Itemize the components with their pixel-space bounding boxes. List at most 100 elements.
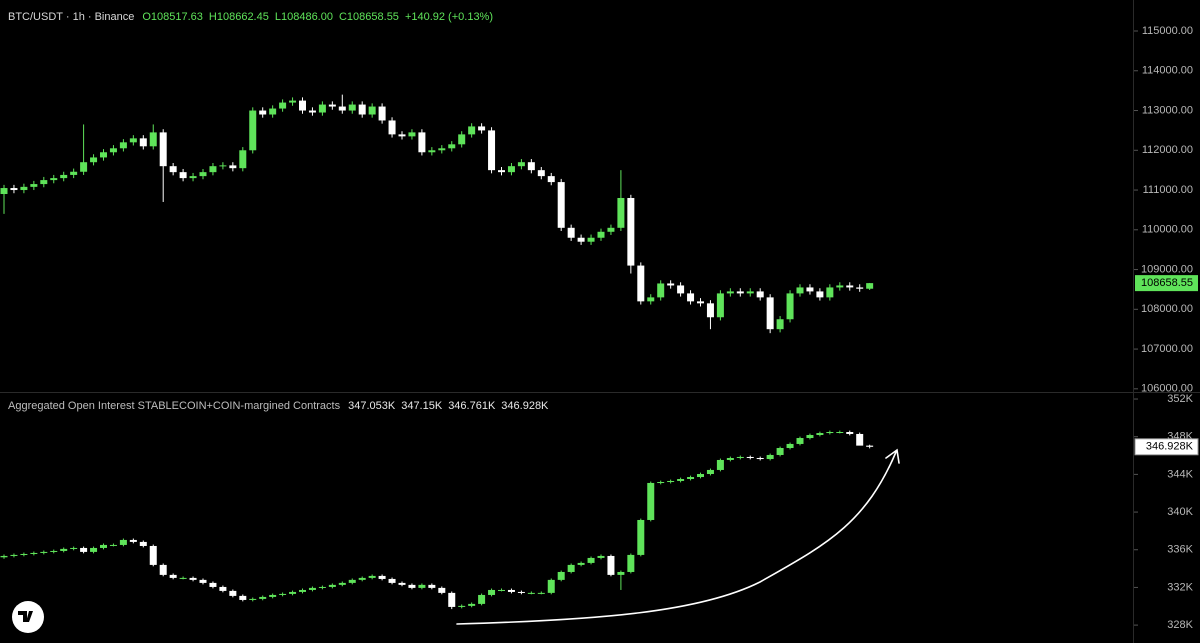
candle-body <box>507 166 515 173</box>
candle-body <box>328 104 336 107</box>
candle-body <box>647 297 655 302</box>
candle-body <box>677 285 685 294</box>
candle-body <box>368 106 376 115</box>
y-tick-label: 344K <box>1167 468 1193 480</box>
candle-body <box>776 448 784 455</box>
candle-body <box>806 287 814 292</box>
y-tick-label: 352K <box>1167 393 1193 405</box>
candle-body <box>388 578 396 583</box>
candle-body <box>358 577 366 580</box>
candle-body <box>816 433 824 436</box>
candle-body <box>657 482 665 484</box>
candle-body <box>249 598 257 600</box>
candle-body <box>219 165 227 167</box>
candle-body <box>30 552 38 554</box>
candle-body <box>766 454 774 460</box>
candle-body <box>756 457 764 460</box>
candle-body <box>498 170 505 173</box>
candle-body <box>408 584 416 588</box>
candle-body <box>338 582 346 585</box>
y-tick-label: 332K <box>1167 581 1193 593</box>
candle-body <box>0 555 8 558</box>
candle-body <box>209 582 217 587</box>
candle-body <box>408 132 416 137</box>
candle-body <box>547 176 555 183</box>
candle-body <box>40 551 48 553</box>
candle-body <box>219 586 227 591</box>
candle-body <box>647 482 655 520</box>
candle-body <box>488 589 496 595</box>
candle-body <box>806 435 814 439</box>
candle-body <box>159 564 167 575</box>
candle-body <box>229 165 237 169</box>
candle-body <box>716 293 724 318</box>
candle-body <box>239 150 247 169</box>
candle-body <box>100 544 107 548</box>
candle-body <box>637 265 645 302</box>
legend-value: 346.761K <box>448 400 496 412</box>
candle-body <box>119 539 127 545</box>
candle-body <box>348 104 356 111</box>
candle-body <box>418 132 426 153</box>
candle-body <box>687 293 695 302</box>
candle-body <box>448 592 456 607</box>
pane-title: BTC/USDT · 1h · Binance <box>8 11 134 23</box>
candle-body <box>557 182 565 228</box>
legend-value: C108658.55 <box>339 11 399 23</box>
candle-body <box>40 180 48 185</box>
candle-body <box>726 457 734 460</box>
candle-body <box>20 553 28 555</box>
legend-value: L108486.00 <box>275 11 333 23</box>
legend-value: 347.15K <box>401 400 443 412</box>
candle-body <box>706 469 714 475</box>
candle-body <box>269 594 277 597</box>
candle-body <box>318 104 326 113</box>
candle-body <box>597 231 605 238</box>
candle-body <box>756 291 764 298</box>
candle-body <box>537 170 545 177</box>
candle-body <box>378 575 386 579</box>
tv-logo <box>12 601 44 633</box>
candle-body <box>328 584 336 587</box>
candle-body <box>766 297 774 330</box>
candle-body <box>80 162 88 172</box>
candle-body <box>348 579 356 583</box>
candle-body <box>169 574 177 578</box>
candle-body <box>279 102 287 109</box>
candle-body <box>159 132 167 167</box>
candle-body <box>60 548 68 551</box>
candle-body <box>318 586 326 588</box>
candle-body <box>209 166 217 173</box>
candle-body <box>746 456 754 458</box>
candle-body <box>607 227 615 232</box>
candle-body <box>438 148 446 151</box>
candle-body <box>736 456 744 458</box>
candle-body <box>697 474 704 478</box>
candle-body <box>657 283 665 298</box>
candle-body <box>617 197 625 228</box>
candle-body <box>607 555 615 575</box>
candle-body <box>567 564 575 572</box>
y-tick-label: 111000.00 <box>1143 184 1193 196</box>
candle-body <box>299 589 306 592</box>
legend-value: H108662.45 <box>209 11 269 23</box>
candle-body <box>438 587 446 593</box>
y-tick-label: 115000.00 <box>1142 25 1193 37</box>
candle-body <box>736 291 744 294</box>
y-tick-label: 107000.00 <box>1141 343 1193 355</box>
y-tick-label: 106000.00 <box>1141 383 1193 395</box>
y-tick-label: 340K <box>1167 506 1193 518</box>
candle-body <box>0 188 8 195</box>
y-tick-label: 328K <box>1167 619 1193 631</box>
candle-body <box>856 287 864 289</box>
candle-body <box>866 445 874 447</box>
candle-body <box>846 431 854 434</box>
candle-body <box>169 166 177 173</box>
y-tick-label: 108000.00 <box>1141 303 1193 315</box>
legend-value: +140.92 (+0.13%) <box>405 11 493 23</box>
candle-body <box>746 291 754 294</box>
candle-body <box>577 237 585 242</box>
candle-body <box>90 547 98 552</box>
arrow-head <box>885 448 900 464</box>
candle-body <box>129 138 137 143</box>
